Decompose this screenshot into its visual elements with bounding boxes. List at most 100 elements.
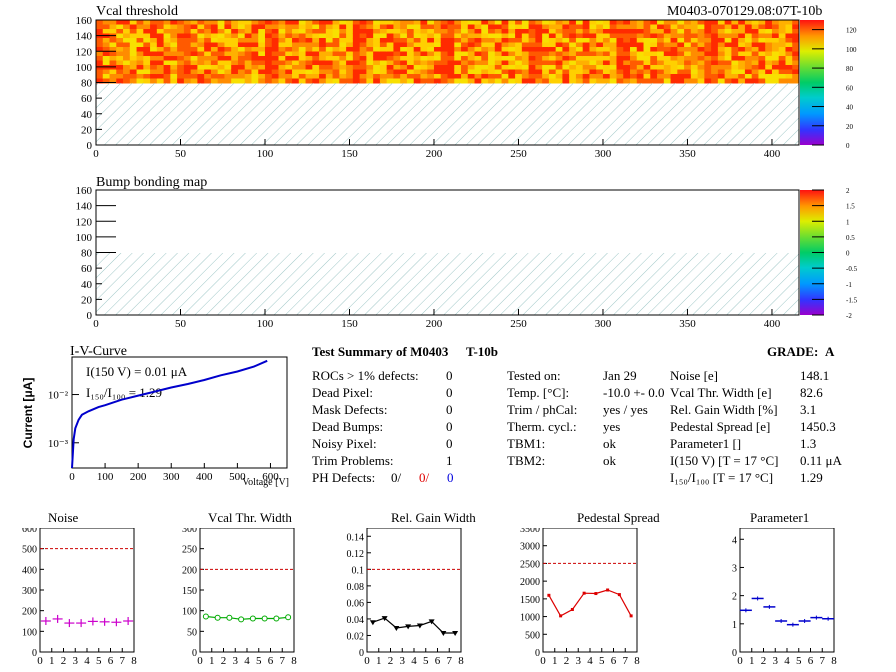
vcal-xtick-label: 150 — [341, 148, 358, 160]
vcal-cbar-label: 60 — [846, 84, 854, 92]
bump-ytick-label: 140 — [76, 201, 93, 213]
small-chart-point — [285, 614, 292, 621]
params-value: 1.29 — [800, 470, 823, 485]
bump-cbar-label: -2 — [846, 312, 852, 320]
small-chart-point — [226, 614, 233, 621]
bump-colorbar-ticks: -2 -1.5 -1 -0.5 0 0.5 1 1.5 2 — [812, 187, 858, 320]
small-chart-xtick-label: 2 — [761, 655, 767, 667]
small-chart-ytick-label: 400 — [22, 565, 37, 576]
bump-y-axis: 0 20 40 60 80 100 120 140 160 — [76, 185, 116, 322]
small-chart-point — [416, 623, 423, 629]
bump-ytick-label: 60 — [81, 263, 93, 275]
vcal-xtick-label: 50 — [175, 148, 187, 160]
defects-label: Dead Pixel: — [312, 385, 374, 400]
small-chart-ytick-label: 0.02 — [347, 631, 365, 642]
small-chart-xtick-label: 4 — [411, 655, 417, 667]
bump-cbar-label: 1.5 — [846, 203, 855, 211]
defects-value: 1 — [446, 453, 453, 468]
small-chart-point — [570, 607, 574, 611]
bump-xtick-label: 250 — [510, 318, 527, 330]
small-chart-ytick-label: 3000 — [520, 542, 540, 553]
ph-defects-value-3: 0 — [447, 470, 454, 485]
small-chart-point — [405, 624, 412, 630]
small-chart-point — [547, 593, 551, 597]
bump-cbar-label: 1 — [846, 218, 850, 226]
conditions-label: Temp. [°C]: — [507, 385, 570, 400]
summary-tag: T-10b — [466, 344, 499, 359]
small-chart-xtick-label: 3 — [400, 655, 406, 667]
iv-xlabel: Voltage [V] — [242, 477, 289, 488]
small-chart-ytick-label: 300 — [22, 586, 37, 597]
bump-xtick-label: 150 — [341, 318, 358, 330]
small-chart-point — [273, 615, 280, 622]
vcal-xtick-label: 200 — [426, 148, 443, 160]
vcal-xtick-label: 250 — [510, 148, 527, 160]
small-chart-ytick-label: 4 — [732, 535, 737, 546]
iv-annotation-ratio: I₁₅₀/I₁₀₀ = 1.29 — [86, 385, 162, 400]
small-chart-xtick-label: 0 — [540, 655, 546, 667]
vcal-cbar-label: 100 — [846, 46, 857, 54]
small-chart-xtick-label: 8 — [458, 655, 464, 667]
bump-xtick-label: 300 — [595, 318, 612, 330]
defects-value: 0 — [446, 436, 453, 451]
small-chart-xtick-label: 0 — [197, 655, 203, 667]
params-value: 82.6 — [800, 385, 823, 400]
defects-label: Dead Bumps: — [312, 419, 384, 434]
small-chart-xtick-label: 2 — [221, 655, 227, 667]
params-label: Noise [e] — [670, 368, 719, 383]
small-chart-xtick-label: 5 — [423, 655, 429, 667]
small-chart-xtick-label: 5 — [599, 655, 605, 667]
small-chart-xtick-label: 2 — [61, 655, 67, 667]
vcal-ytick-label: 120 — [76, 46, 93, 58]
small-chart-xtick-label: 3 — [576, 655, 582, 667]
conditions-label: TBM1: — [507, 436, 546, 451]
small-chart-point — [393, 626, 400, 632]
bump-cbar-label: 2 — [846, 187, 850, 195]
small-chart-ytick-label: 200 — [22, 607, 37, 618]
small-chart-ytick-label: 300 — [182, 528, 197, 535]
bump-xtick-label: 0 — [93, 318, 99, 330]
small-chart-ytick-label: 0.04 — [347, 615, 365, 626]
defects-value: 0 — [446, 368, 453, 383]
small-chart-xtick-label: 7 — [280, 655, 286, 667]
small-chart-xtick-label: 0 — [737, 655, 743, 667]
bump-xtick-label: 100 — [257, 318, 274, 330]
bump-ytick-label: 80 — [81, 248, 93, 260]
bump-xtick-label: 50 — [175, 318, 187, 330]
small-chart-xtick-label: 3 — [773, 655, 779, 667]
bump-cbar-label: -0.5 — [846, 265, 858, 273]
small-chart-point — [261, 615, 268, 622]
vcal-ytick-label: 40 — [81, 109, 93, 121]
bump-map: 0 50 100 150 200 250 300 350 400 020406080100120… — [76, 185, 858, 330]
small-chart-ytick-label: 0 — [192, 648, 197, 659]
params-value: 0.11 μA — [800, 453, 842, 468]
small-chart-ytick-label: 0 — [732, 648, 737, 659]
bump-xtick-label: 350 — [679, 318, 696, 330]
conditions-value: yes — [603, 419, 621, 434]
conditions-label: Trim / phCal: — [507, 402, 578, 417]
vcal-map: 0 50 100 150 200 250 300 350 400 020406080100120… — [76, 15, 858, 160]
small-chart-ytick-label: 1000 — [520, 613, 540, 624]
iv-curve — [71, 359, 268, 469]
iv-xtick-label: 100 — [97, 471, 114, 483]
conditions-value: yes / yes — [603, 402, 648, 417]
iv-frame — [71, 356, 288, 469]
vcal-cbar-label: 80 — [846, 65, 854, 73]
small-chart-xtick-label: 3 — [233, 655, 239, 667]
small-chart-ytick-label: 500 — [525, 630, 540, 641]
defects-value: 0 — [446, 402, 453, 417]
small-chart-xtick-label: 8 — [131, 655, 137, 667]
vcal-colorbar-ticks: 0 20 40 60 80 100 120 — [812, 27, 857, 150]
small-chart-xtick-label: 8 — [634, 655, 640, 667]
small-chart-title: Noise — [48, 510, 79, 525]
vcal-hatched-area — [96, 83, 799, 145]
vcal-ytick-label: 60 — [81, 93, 93, 105]
bump-ytick-label: 160 — [76, 185, 93, 197]
iv-ytick-label: 10⁻² — [48, 390, 69, 402]
small-chart-xtick-label: 6 — [611, 655, 617, 667]
small-chart-xtick-label: 5 — [796, 655, 802, 667]
vcal-cbar-label: 120 — [846, 27, 857, 35]
small-chart-ytick-label: 150 — [182, 586, 197, 597]
small-chart-point — [238, 616, 245, 623]
